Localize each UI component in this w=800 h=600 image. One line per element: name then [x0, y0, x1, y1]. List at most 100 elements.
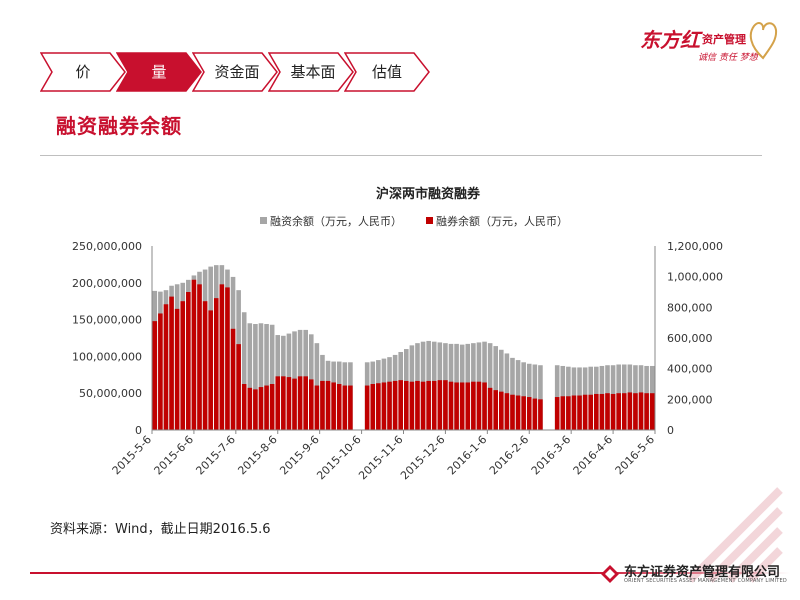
short-balance-bar [348, 385, 353, 430]
short-balance-bar [554, 397, 560, 430]
short-balance-bar [616, 393, 621, 430]
margin-balance-bar [510, 357, 515, 430]
short-balance-bar [152, 321, 158, 430]
heart-logo-icon [749, 22, 778, 60]
short-balance-bar [487, 387, 493, 430]
y-right-tick-label: 1,200,000 [667, 240, 723, 253]
chart-title: 沪深两市融资融券 [376, 186, 481, 202]
margin-balance-bar [526, 363, 532, 430]
short-balance-bar [230, 328, 236, 430]
y-right-tick-label: 1,000,000 [667, 271, 723, 284]
margin-balance-bar [264, 324, 269, 430]
short-balance-bar [420, 381, 426, 430]
short-balance-bar [308, 379, 314, 430]
margin-balance-bar [504, 353, 510, 430]
short-balance-bar [169, 296, 174, 430]
short-balance-bar [219, 284, 225, 430]
tab-fundamentals[interactable]: 基本面 [268, 52, 354, 92]
x-tick-label: 2015-7-6 [193, 433, 238, 478]
x-tick-label: 2016-5-6 [613, 433, 658, 478]
tab-label: 量 [151, 63, 167, 81]
short-balance-bar [510, 394, 515, 430]
short-balance-bar [241, 384, 247, 430]
short-balance-bar [532, 398, 538, 430]
company-logo-icon [601, 565, 619, 583]
y-left-tick-label: 50,000,000 [79, 387, 142, 400]
legend-label-margin: 融资余额（万元，人民币） [270, 214, 402, 228]
x-tick-label: 2016-3-6 [529, 433, 574, 478]
margin-balance-bar [253, 324, 258, 430]
tab-price[interactable]: 价 [40, 52, 126, 92]
short-balance-bar [297, 376, 303, 430]
short-balance-bar [560, 396, 566, 430]
x-axis: 2015-5-62015-6-62015-7-62015-8-62015-9-6… [110, 433, 658, 482]
short-balance-bar [482, 382, 487, 430]
short-balance-bar [325, 380, 331, 430]
margin-balance-bar [493, 346, 499, 430]
short-balance-bar [158, 313, 163, 430]
x-tick-label: 2015-9-6 [277, 433, 322, 478]
x-tick-label: 2015-6-6 [152, 433, 197, 478]
margin-balance-bar [538, 365, 543, 430]
short-balance-bar [331, 382, 336, 430]
short-balance-bar [621, 393, 627, 430]
y-right-tick-label: 200,000 [667, 393, 713, 406]
short-balance-bar [599, 393, 605, 430]
tab-valuation[interactable]: 估值 [344, 52, 430, 92]
short-balance-bar [180, 301, 186, 430]
short-balance-bar [499, 391, 504, 430]
footer-divider-fade [590, 572, 790, 574]
legend-swatch-margin [260, 217, 267, 224]
short-balance-bar [426, 380, 431, 430]
short-balance-bar [582, 394, 588, 430]
x-tick-label: 2015-12-6 [398, 433, 447, 482]
short-balance-bar [610, 393, 616, 430]
footer-divider [30, 572, 590, 574]
short-balance-bar [320, 380, 325, 430]
axis-lines [151, 246, 656, 434]
short-balance-bar [286, 377, 292, 430]
short-balance-bar [370, 384, 376, 430]
footer-logo: 东方证券资产管理有限公司 ORIENT SECURITIES ASSET MAN… [600, 561, 790, 591]
short-balance-bar [387, 381, 392, 430]
tab-volume[interactable]: 量 [116, 52, 202, 92]
margin-balance-bar [521, 362, 526, 430]
short-balance-bar [471, 381, 476, 430]
short-balance-bar [526, 397, 532, 430]
short-balance-bar [236, 344, 241, 430]
legend: 融资余额（万元，人民币） 融券余额（万元，人民币） [260, 214, 568, 228]
short-balance-bar [448, 381, 454, 430]
tab-label: 资金面 [214, 63, 260, 81]
short-balance-bar [627, 392, 633, 430]
brand-logo: 东方红 资产管理 诚信 责任 梦想 [640, 18, 780, 68]
margin-balance-bar [499, 349, 504, 430]
short-balance-bar [247, 387, 253, 430]
short-balance-bar [415, 380, 420, 430]
margin-balance-bar [487, 343, 493, 430]
short-balance-bar [437, 380, 443, 430]
short-balance-bar [253, 389, 258, 430]
y-right-tick-label: 400,000 [667, 363, 713, 376]
short-balance-bar [281, 376, 286, 430]
short-balance-bar [571, 395, 577, 430]
short-balance-bar [376, 383, 381, 430]
short-balance-bar [292, 378, 297, 430]
legend-swatch-short [426, 217, 433, 224]
short-balance-bar [566, 396, 571, 430]
tab-label: 价 [75, 63, 91, 81]
x-tick-label: 2016-4-6 [571, 433, 616, 478]
margin-balance-bar [515, 360, 521, 430]
short-balance-bar [381, 382, 387, 430]
y-left-tick-label: 100,000,000 [72, 350, 142, 363]
short-balance-bar [504, 393, 510, 430]
watermark-icon [687, 487, 783, 583]
margin-balance-bar [258, 323, 264, 430]
tab-capital[interactable]: 资金面 [192, 52, 278, 92]
short-balance-bar [258, 387, 264, 430]
margin-balance-bar [532, 364, 538, 430]
short-balance-bar [314, 385, 320, 430]
short-balance-bar [208, 310, 213, 430]
short-balance-bar [342, 385, 348, 430]
short-balance-bar [336, 384, 342, 430]
footer-company-name: 东方证券资产管理有限公司 [624, 565, 781, 580]
